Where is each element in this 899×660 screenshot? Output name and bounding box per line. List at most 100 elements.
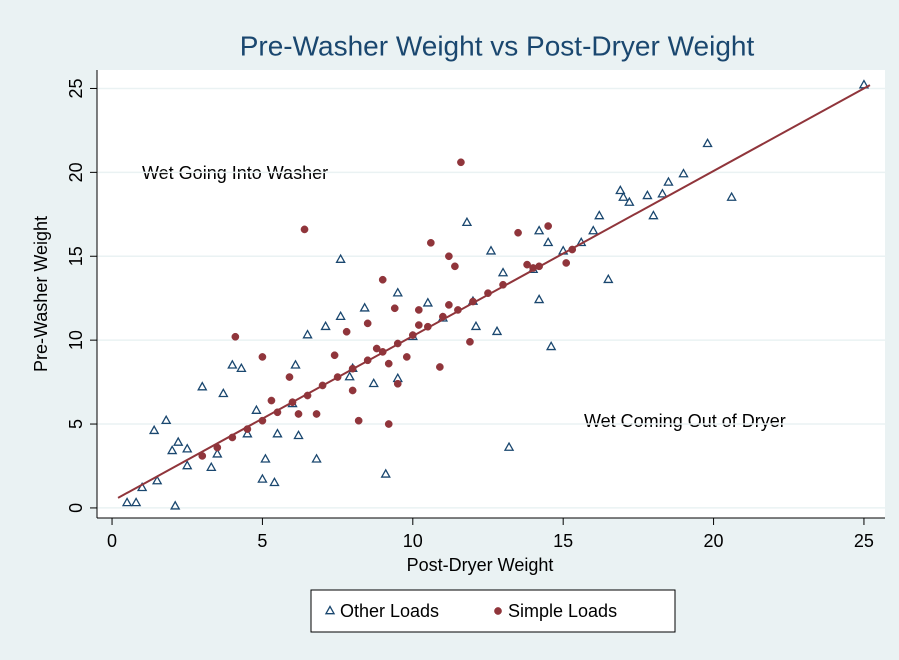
x-tick-label: 5 (257, 531, 267, 551)
point (588, 225, 599, 235)
point (726, 191, 737, 201)
point (594, 210, 605, 220)
point (497, 267, 509, 277)
y-tick-label: 10 (66, 330, 86, 350)
point (542, 236, 554, 247)
point (414, 306, 423, 314)
point (218, 388, 229, 398)
legend-marker (494, 607, 502, 615)
x-axis-label: Post-Dryer Weight (407, 555, 554, 575)
legend-label: Other Loads (340, 601, 439, 621)
point (702, 138, 713, 148)
point (151, 475, 163, 485)
point (161, 414, 172, 425)
chart-title: Pre-Washer Weight vs Post-Dryer Weight (240, 30, 755, 61)
point (514, 228, 522, 237)
point (242, 428, 253, 438)
point (293, 429, 304, 440)
point (466, 337, 474, 346)
point (533, 225, 545, 235)
point (545, 341, 557, 351)
point (227, 359, 238, 369)
point (642, 190, 653, 200)
x-tick-label: 25 (854, 531, 874, 551)
point (167, 445, 178, 455)
point (290, 359, 301, 369)
point (445, 301, 453, 309)
point (615, 184, 626, 195)
point (368, 377, 379, 388)
point (384, 420, 393, 428)
point (663, 176, 674, 186)
point (457, 158, 465, 167)
x-tick-label: 15 (553, 531, 573, 551)
legend-items: Other Loads Simple Loads (324, 601, 617, 621)
point (330, 351, 339, 360)
point (335, 310, 346, 321)
point (182, 460, 193, 470)
point (624, 196, 635, 206)
point (485, 245, 497, 255)
point (300, 225, 309, 234)
point (363, 319, 372, 328)
legend-label: Simple Loads (508, 601, 617, 621)
point (523, 260, 531, 269)
point (503, 441, 515, 451)
point (170, 500, 181, 510)
point (258, 353, 267, 361)
point (197, 381, 208, 391)
point (212, 448, 223, 458)
point (426, 238, 435, 247)
legend (310, 589, 676, 633)
point (380, 468, 391, 478)
point (445, 252, 453, 261)
point (335, 253, 346, 263)
point (320, 320, 331, 331)
point (470, 320, 482, 331)
point (344, 371, 355, 381)
y-axis-label: Pre-Washer Weight (31, 216, 51, 372)
point (393, 379, 402, 388)
point (414, 321, 423, 329)
y-tick-label: 15 (66, 246, 86, 266)
point (206, 461, 217, 472)
y-tick-label: 5 (66, 419, 86, 429)
point (312, 410, 321, 418)
point (173, 436, 184, 446)
point (491, 325, 503, 336)
fit-line (117, 84, 871, 499)
point (267, 396, 276, 405)
point (130, 497, 142, 507)
x-tick-label: 10 (403, 531, 423, 551)
point (251, 404, 262, 414)
point (372, 344, 381, 353)
point (148, 424, 160, 435)
x-tick-label: 20 (704, 531, 724, 551)
point (354, 416, 363, 425)
point (384, 359, 393, 368)
point (359, 302, 370, 312)
x-tick-label: 0 (107, 531, 117, 551)
point (257, 473, 268, 483)
y-tick-label: 25 (66, 78, 86, 98)
point (678, 168, 689, 178)
point (392, 287, 403, 297)
y-tick-label: 0 (66, 503, 86, 513)
point (657, 188, 668, 198)
point (390, 304, 399, 313)
point (269, 476, 280, 487)
point (402, 353, 411, 361)
point (618, 191, 629, 201)
legend-marker (324, 605, 336, 615)
point (182, 443, 193, 453)
point (231, 332, 240, 341)
point (436, 363, 444, 371)
point (451, 262, 459, 271)
point (378, 275, 387, 284)
point (302, 329, 313, 339)
point (348, 386, 357, 395)
y-tick-label: 20 (66, 162, 86, 182)
point (562, 259, 571, 267)
point (544, 222, 552, 230)
